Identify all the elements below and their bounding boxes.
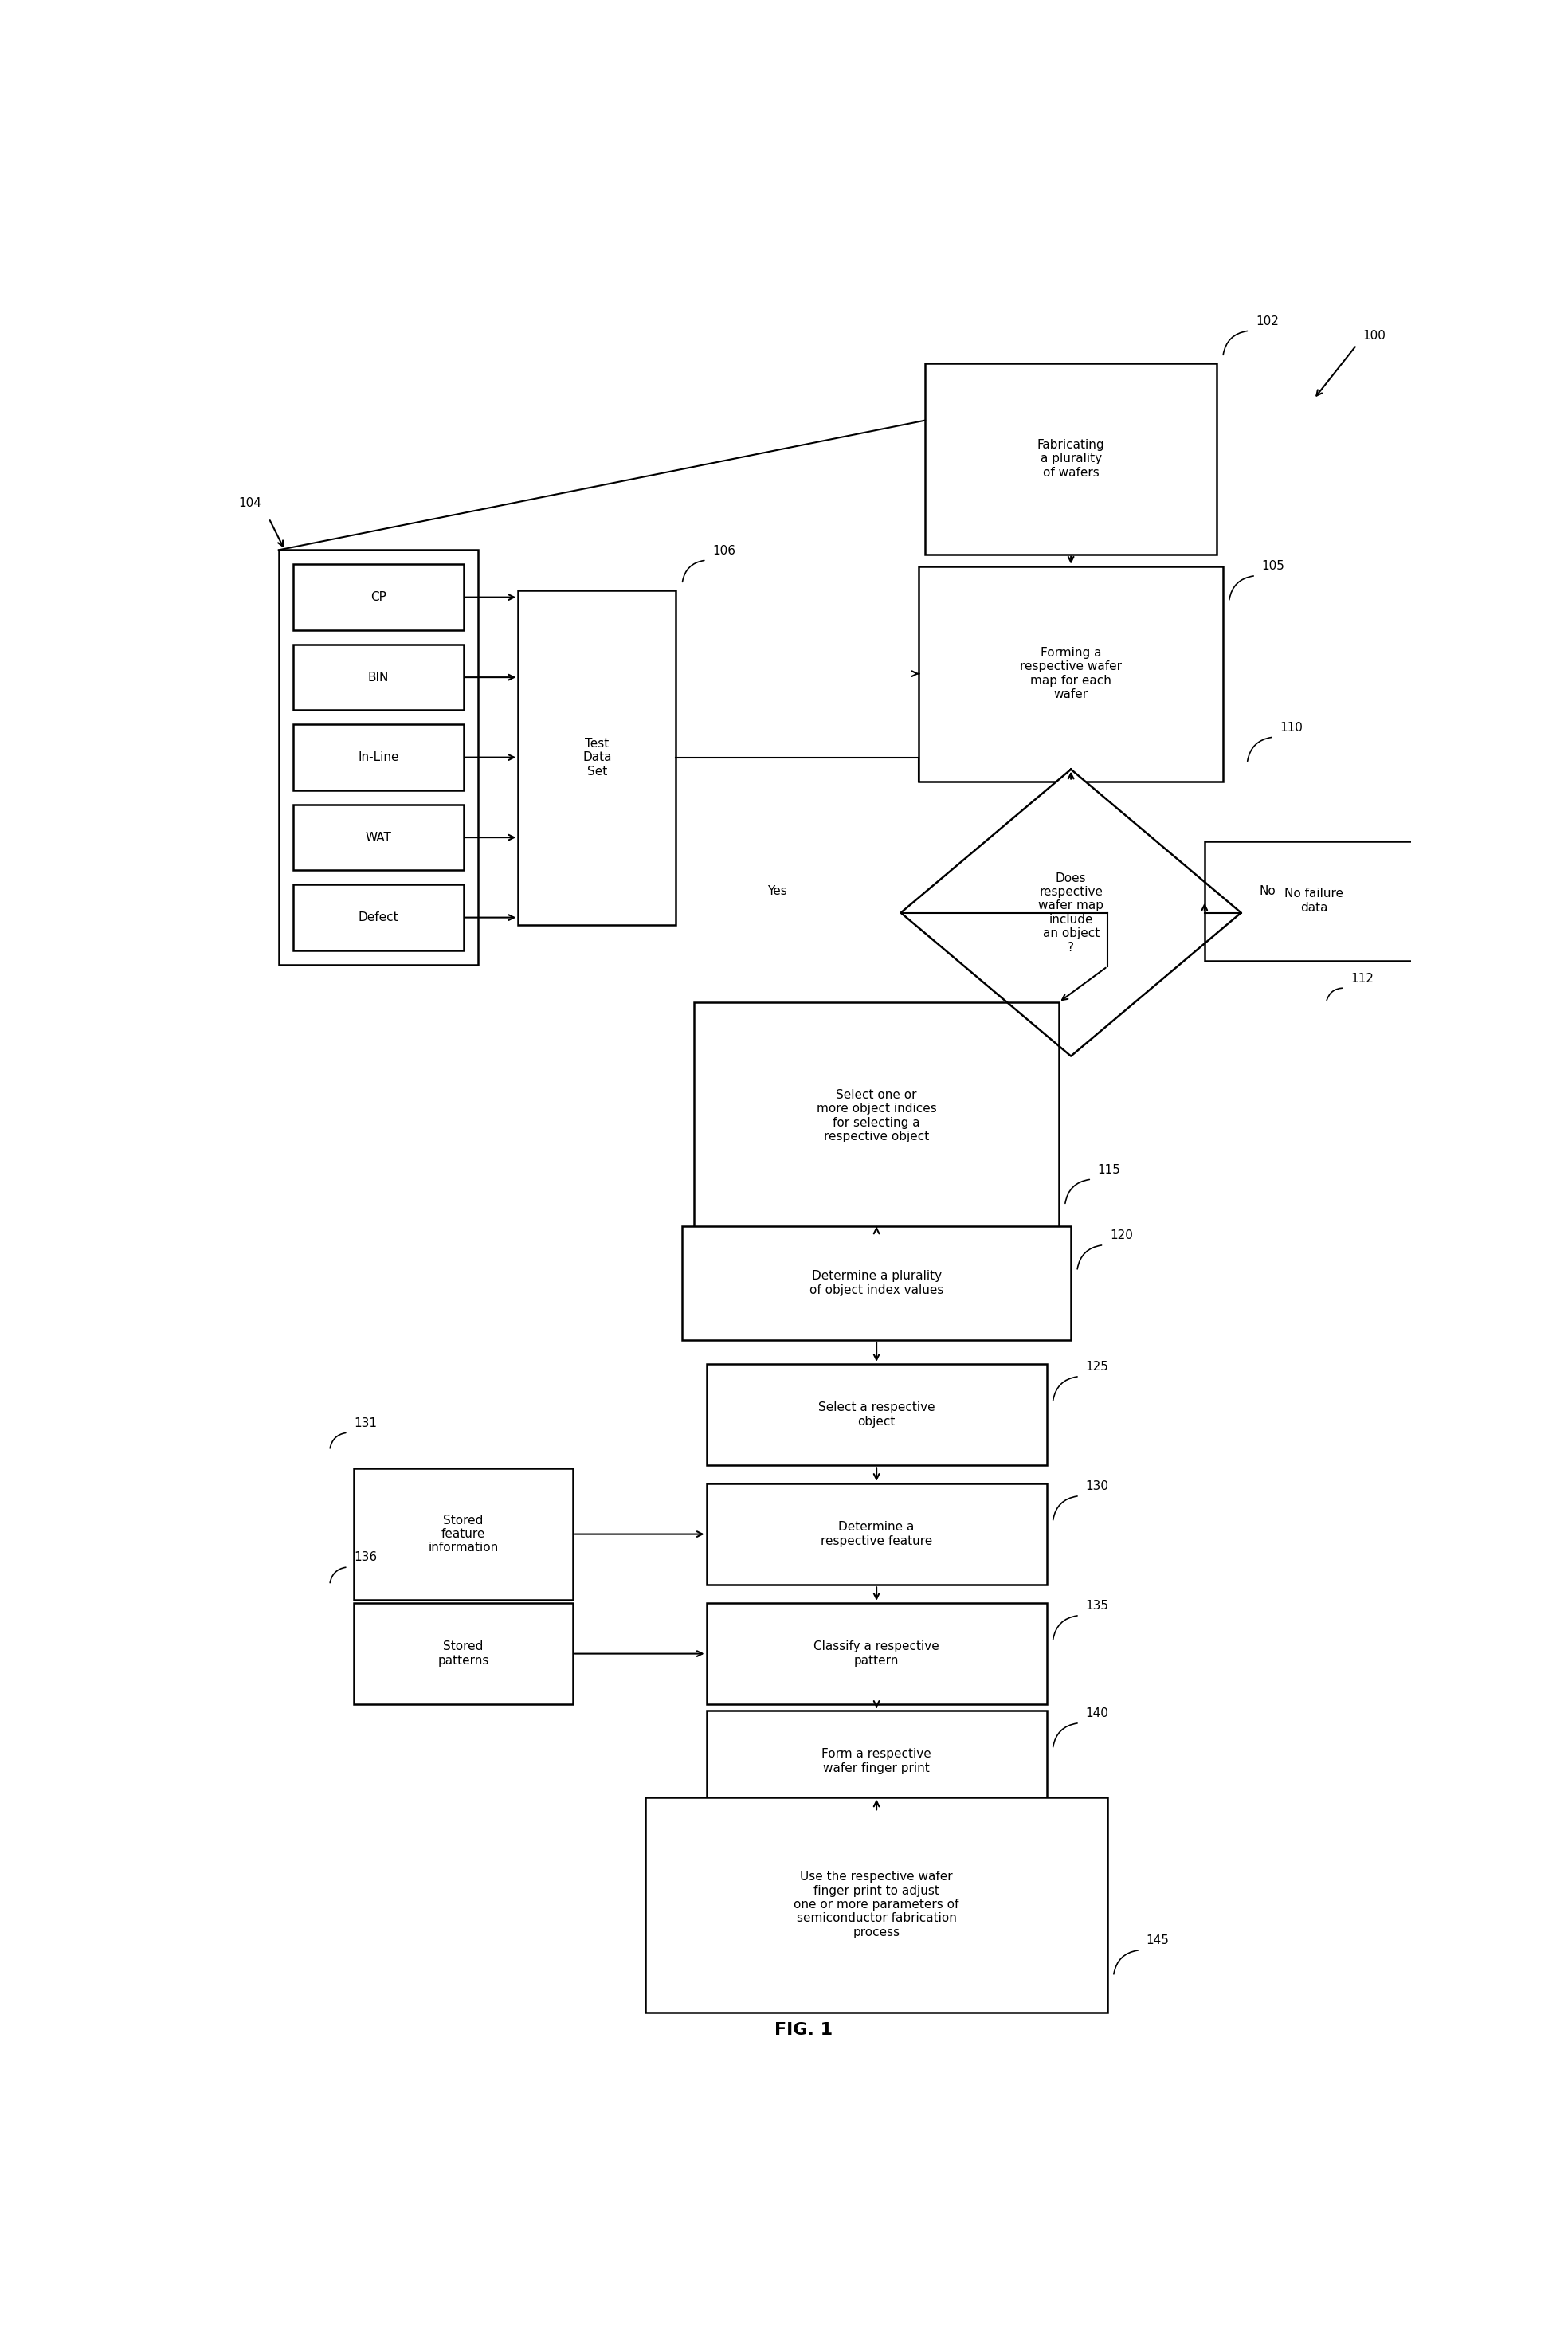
Text: Select one or
more object indices
for selecting a
respective object: Select one or more object indices for se…	[817, 1090, 936, 1143]
Text: Determine a plurality
of object index values: Determine a plurality of object index va…	[809, 1271, 944, 1297]
FancyBboxPatch shape	[706, 1483, 1047, 1585]
FancyBboxPatch shape	[517, 589, 676, 924]
FancyBboxPatch shape	[646, 1797, 1107, 2011]
Text: BIN: BIN	[368, 670, 389, 684]
FancyBboxPatch shape	[293, 563, 464, 631]
FancyBboxPatch shape	[706, 1711, 1047, 1811]
Text: Does
respective
wafer map
include
an object
?: Does respective wafer map include an obj…	[1038, 873, 1104, 954]
Text: Use the respective wafer
finger print to adjust
one or more parameters of
semico: Use the respective wafer finger print to…	[793, 1872, 960, 1939]
Text: 100: 100	[1363, 331, 1386, 342]
Text: 140: 140	[1085, 1706, 1109, 1720]
FancyBboxPatch shape	[925, 363, 1217, 554]
Polygon shape	[902, 768, 1242, 1057]
Text: Select a respective
object: Select a respective object	[818, 1401, 935, 1427]
FancyBboxPatch shape	[354, 1604, 572, 1704]
Text: Test
Data
Set: Test Data Set	[582, 738, 612, 778]
Text: In-Line: In-Line	[358, 752, 398, 764]
Text: 115: 115	[1098, 1164, 1121, 1176]
Text: WAT: WAT	[365, 831, 392, 843]
FancyBboxPatch shape	[354, 1469, 572, 1599]
Text: 120: 120	[1110, 1229, 1132, 1241]
FancyBboxPatch shape	[695, 1003, 1058, 1229]
Text: 145: 145	[1146, 1935, 1170, 1946]
Text: 102: 102	[1256, 314, 1278, 328]
Text: 106: 106	[712, 545, 735, 556]
Text: Stored
feature
information: Stored feature information	[428, 1513, 499, 1555]
Text: 136: 136	[354, 1550, 378, 1564]
FancyBboxPatch shape	[919, 566, 1223, 782]
FancyBboxPatch shape	[706, 1364, 1047, 1464]
Text: Determine a
respective feature: Determine a respective feature	[820, 1520, 933, 1548]
Text: Defect: Defect	[358, 913, 398, 924]
FancyBboxPatch shape	[682, 1227, 1071, 1341]
Text: 112: 112	[1350, 973, 1374, 985]
FancyBboxPatch shape	[293, 724, 464, 789]
FancyBboxPatch shape	[293, 805, 464, 871]
Text: 104: 104	[238, 496, 262, 510]
FancyBboxPatch shape	[706, 1604, 1047, 1704]
Text: 125: 125	[1085, 1362, 1109, 1374]
Text: 131: 131	[354, 1418, 376, 1429]
Text: No: No	[1259, 885, 1276, 896]
Text: Fabricating
a plurality
of wafers: Fabricating a plurality of wafers	[1036, 438, 1105, 480]
Text: CP: CP	[370, 591, 386, 603]
Text: FIG. 1: FIG. 1	[775, 2023, 833, 2037]
Text: Form a respective
wafer finger print: Form a respective wafer finger print	[822, 1748, 931, 1774]
Text: Yes: Yes	[767, 885, 787, 896]
Text: Classify a respective
pattern: Classify a respective pattern	[814, 1641, 939, 1667]
FancyBboxPatch shape	[1204, 840, 1424, 961]
Text: Stored
patterns: Stored patterns	[437, 1641, 489, 1667]
Text: Forming a
respective wafer
map for each
wafer: Forming a respective wafer map for each …	[1019, 647, 1123, 701]
Text: 105: 105	[1262, 561, 1284, 573]
Text: 130: 130	[1085, 1481, 1109, 1492]
FancyBboxPatch shape	[293, 885, 464, 950]
Text: No failure
data: No failure data	[1284, 887, 1344, 913]
Text: 110: 110	[1279, 722, 1303, 733]
FancyBboxPatch shape	[293, 645, 464, 710]
Text: 135: 135	[1085, 1599, 1109, 1611]
